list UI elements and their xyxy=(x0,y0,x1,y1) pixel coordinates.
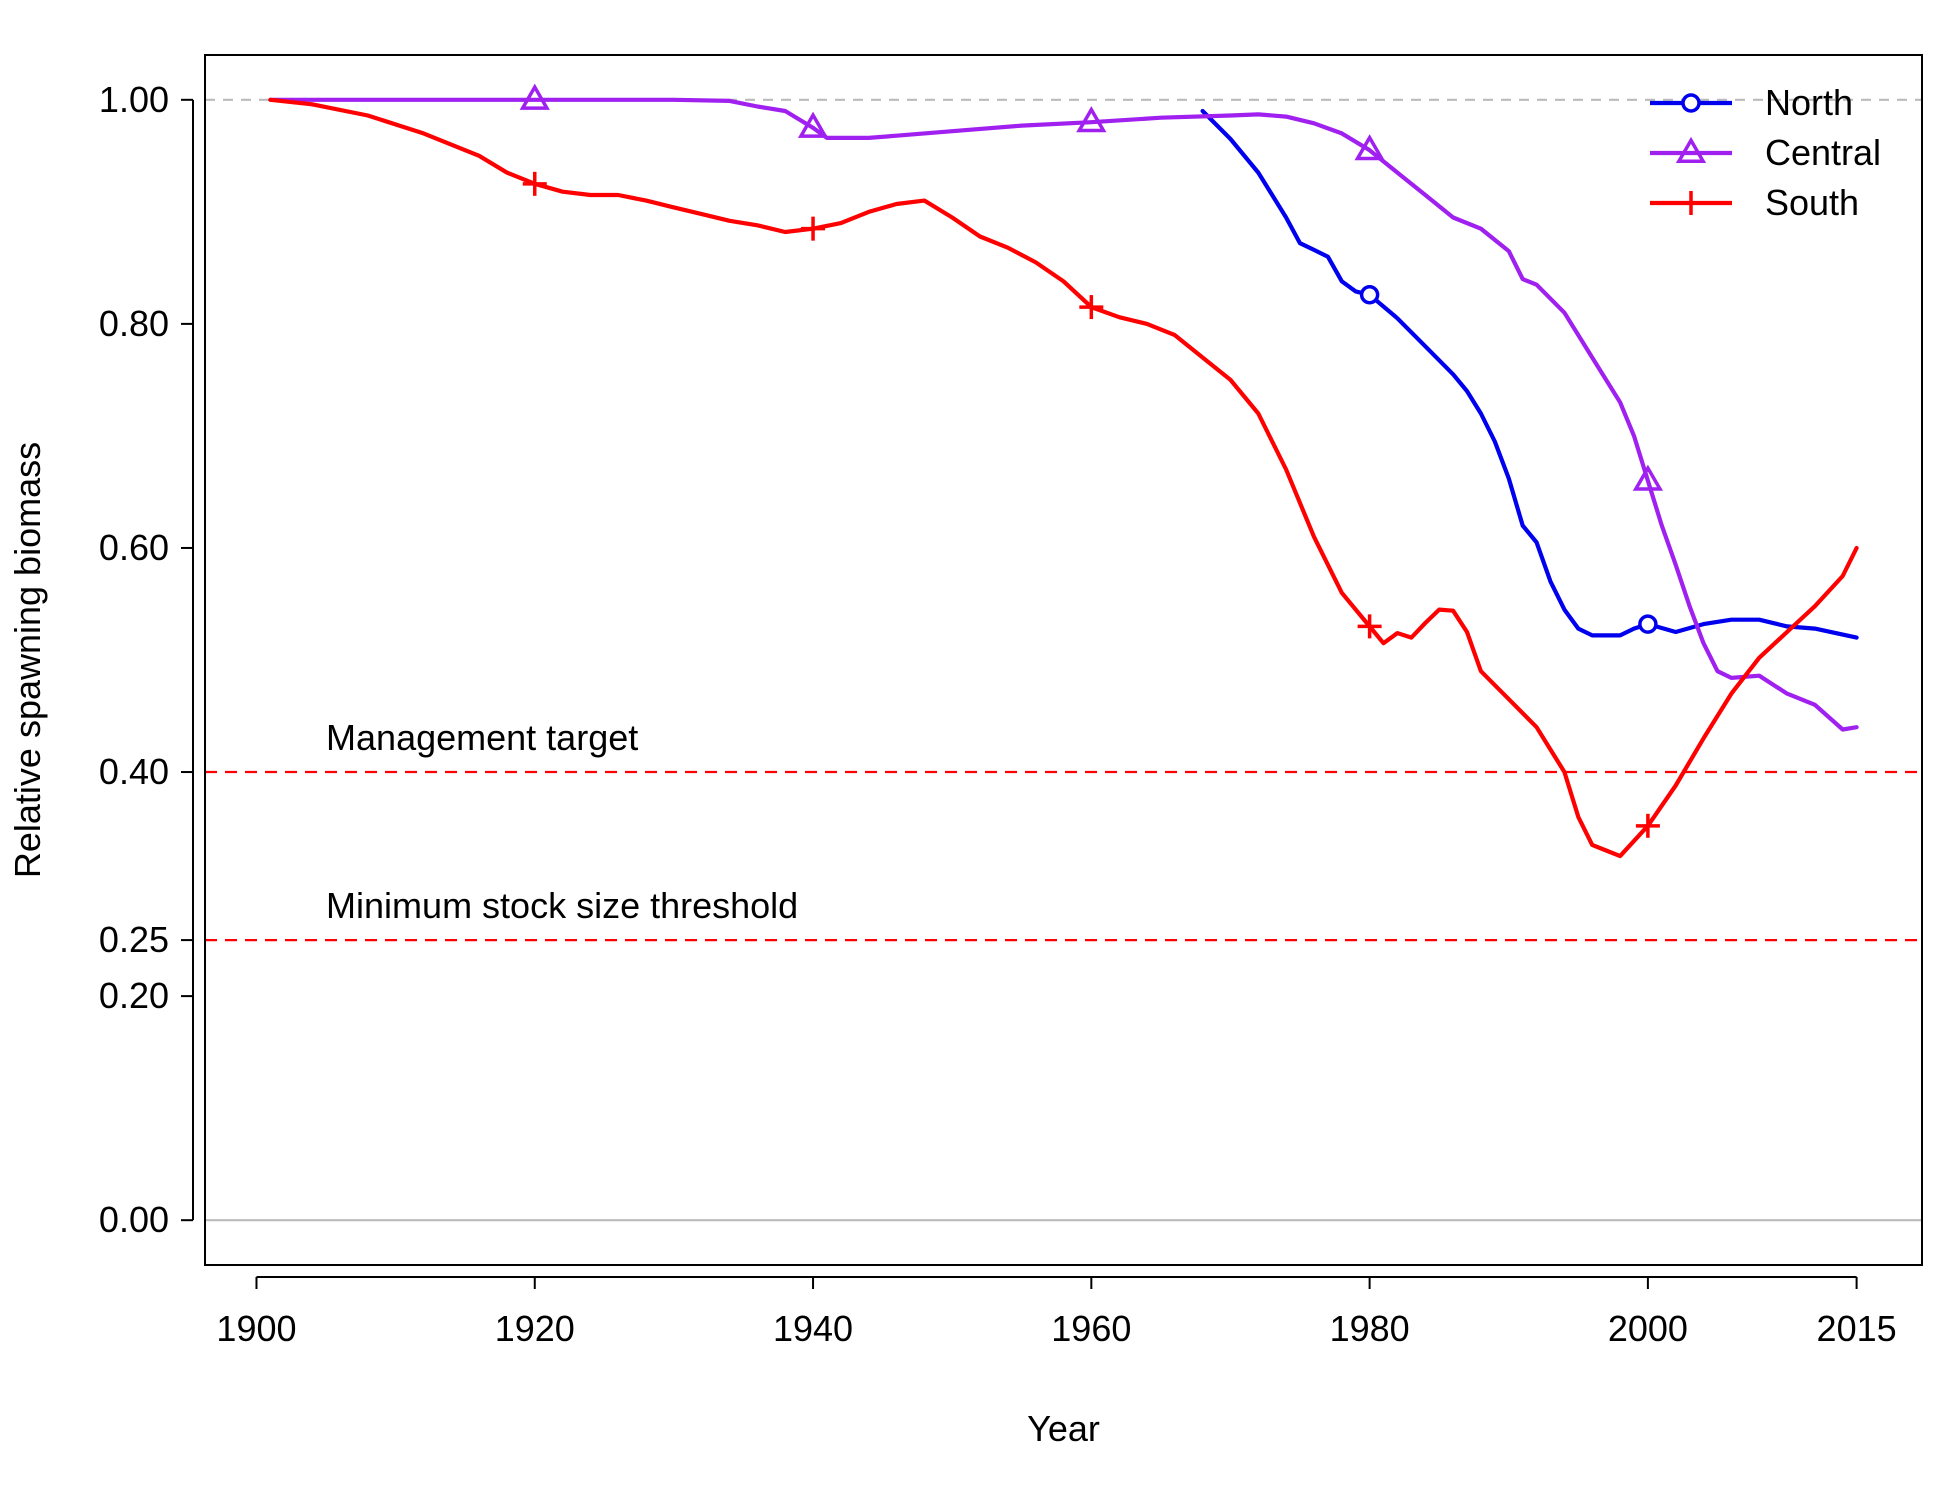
marker-north xyxy=(1638,614,1658,634)
x-axis: 1900 1920 1940 1960 1980 2000 2015 xyxy=(216,1276,1897,1349)
legend-item-north: North xyxy=(1650,82,1853,123)
legend-marker-central xyxy=(1675,136,1707,163)
y-tick-label: 1.00 xyxy=(99,79,169,120)
x-tick-label: 1960 xyxy=(1051,1308,1131,1349)
series-line-south xyxy=(268,97,1859,859)
y-tick-label: 0.80 xyxy=(99,303,169,344)
legend-label-south: South xyxy=(1765,182,1859,223)
marker-central xyxy=(1354,134,1385,161)
y-axis: 0.00 0.20 0.25 0.40 0.60 0.80 1.00 xyxy=(99,79,194,1240)
marker-south xyxy=(801,216,826,241)
series-layer xyxy=(268,83,1859,859)
annotation-minimum-stock-size-threshold: Minimum stock size threshold xyxy=(326,885,798,926)
x-tick-label: 1940 xyxy=(773,1308,853,1349)
series-line-north xyxy=(1200,108,1859,640)
x-tick-label: 1980 xyxy=(1330,1308,1410,1349)
legend-item-south: South xyxy=(1650,182,1859,223)
marker-south xyxy=(1635,813,1660,838)
series-central xyxy=(268,83,1859,732)
legend-label-central: Central xyxy=(1765,132,1881,173)
legend: North Central South xyxy=(1650,82,1881,223)
x-tick-label: 2000 xyxy=(1608,1308,1688,1349)
y-tick-label: 0.25 xyxy=(99,919,169,960)
series-north xyxy=(1200,108,1859,640)
reference-lines xyxy=(205,98,1922,1222)
marker-south xyxy=(522,171,547,196)
x-tick-label: 2015 xyxy=(1817,1308,1897,1349)
y-tick-label: 0.20 xyxy=(99,975,169,1016)
y-axis-title: Relative spawning biomass xyxy=(7,442,48,878)
legend-item-central: Central xyxy=(1650,132,1881,173)
legend-label-north: North xyxy=(1765,82,1853,123)
annotation-management-target: Management target xyxy=(326,717,638,758)
series-south xyxy=(268,97,1859,859)
series-line-central xyxy=(268,97,1859,732)
marker-south xyxy=(1357,614,1382,639)
y-tick-label: 0.00 xyxy=(99,1199,169,1240)
x-tick-label: 1900 xyxy=(216,1308,296,1349)
legend-marker-north xyxy=(1681,93,1701,113)
y-tick-label: 0.60 xyxy=(99,527,169,568)
marker-central xyxy=(797,111,829,138)
legend-marker-south xyxy=(1679,191,1703,215)
marker-central xyxy=(519,83,550,110)
plot-frame xyxy=(204,54,1923,1266)
marker-north xyxy=(1359,285,1380,305)
marker-central xyxy=(1076,106,1107,133)
x-axis-title: Year xyxy=(1027,1408,1100,1449)
x-tick-label: 1920 xyxy=(495,1308,575,1349)
marker-central xyxy=(1632,464,1664,491)
marker-south xyxy=(1079,295,1104,320)
y-tick-label: 0.40 xyxy=(99,751,169,792)
